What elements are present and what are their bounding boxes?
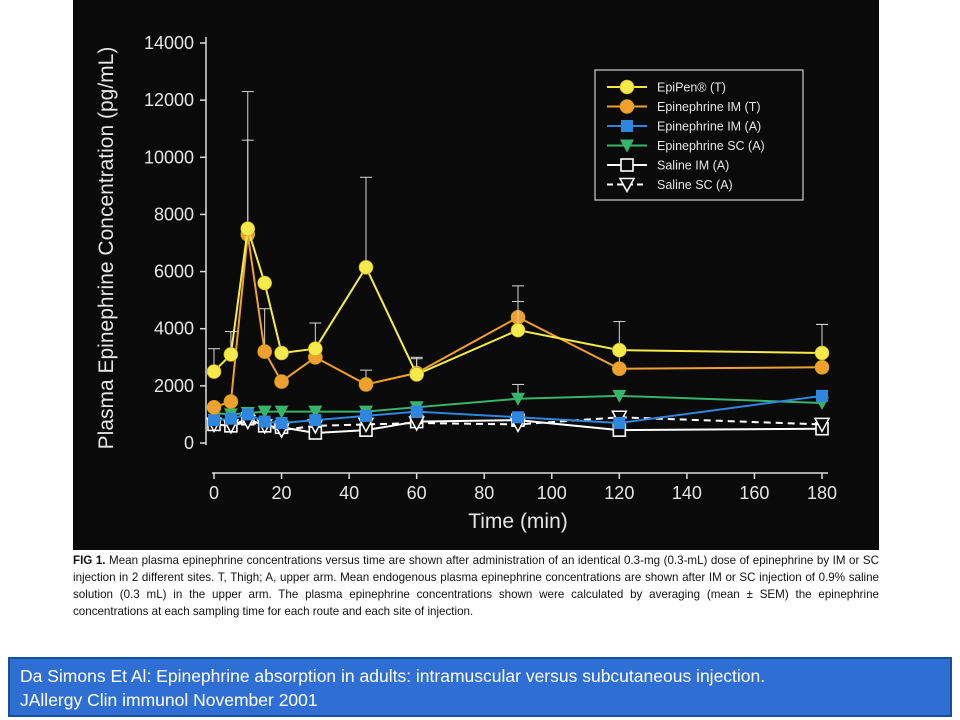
data-point-epinephrine-im-t bbox=[612, 361, 627, 377]
data-point-epinephrine-im-a bbox=[512, 411, 524, 424]
legend-label-epinephrine-sc-a: Epinephrine SC (A) bbox=[657, 139, 765, 153]
data-point-epinephrine-im-t bbox=[814, 359, 830, 375]
data-point-epinephrine-im-a bbox=[275, 417, 288, 429]
data-point-epipen-t bbox=[814, 345, 830, 361]
data-point-epinephrine-im-a bbox=[241, 408, 254, 421]
x-tick-label: 140 bbox=[672, 483, 702, 503]
data-point-epinephrine-im-a bbox=[208, 414, 220, 427]
y-tick-label: 14000 bbox=[144, 33, 194, 53]
data-point-epinephrine-im-a bbox=[816, 389, 828, 402]
data-point-epinephrine-im-t bbox=[274, 374, 289, 389]
data-point-epipen-t bbox=[510, 322, 526, 338]
y-tick-label: 10000 bbox=[144, 147, 194, 167]
legend-label-epinephrine-im-a: Epinephrine IM (A) bbox=[657, 120, 761, 134]
data-point-epinephrine-im-t bbox=[257, 344, 272, 359]
x-tick-label: 40 bbox=[339, 483, 359, 503]
data-point-epinephrine-sc-a bbox=[308, 405, 323, 419]
data-point-epinephrine-sc-a bbox=[257, 405, 272, 419]
figure-caption-text: Mean plasma epinephrine concentrations v… bbox=[73, 554, 879, 618]
data-point-epipen-t bbox=[612, 342, 627, 358]
data-point-epipen-t bbox=[223, 347, 239, 362]
y-axis-label: Plasma Epinephrine Concentration (pg/mL) bbox=[95, 47, 118, 450]
data-point-epinephrine-sc-a bbox=[511, 392, 525, 406]
legend-marker-saline-im-a bbox=[620, 158, 634, 172]
epinephrine-chart: 0 2000 4000 6000 8000 10000 12000 14000 0 20 40 60 8… bbox=[95, 33, 837, 533]
data-point-epinephrine-im-a bbox=[258, 415, 271, 428]
legend-label-saline-sc-a: Saline SC (A) bbox=[657, 178, 733, 192]
series-line-saline-sc-a bbox=[213, 416, 823, 432]
data-point-epipen-t bbox=[308, 341, 323, 357]
data-point-epinephrine-im-a bbox=[309, 414, 322, 427]
x-tick-label: 20 bbox=[272, 483, 292, 503]
y-tick-label: 4000 bbox=[154, 319, 194, 339]
legend-label-saline-im-a: Saline IM (A) bbox=[657, 159, 729, 173]
data-point-epinephrine-im-a bbox=[613, 417, 626, 429]
legend-marker-epinephrine-sc-a bbox=[620, 139, 634, 153]
data-point-epipen-t bbox=[274, 345, 289, 361]
x-tick-label: 100 bbox=[537, 483, 567, 503]
data-point-epinephrine-im-a bbox=[224, 412, 237, 425]
data-point-epipen-t bbox=[257, 275, 272, 291]
data-point-epinephrine-im-t bbox=[206, 399, 222, 415]
x-tick-label: 180 bbox=[807, 483, 837, 503]
figure-label: FIG 1. bbox=[73, 554, 106, 567]
legend-marker-epinephrine-im-a bbox=[621, 120, 633, 132]
chart-panel: 0 2000 4000 6000 8000 10000 12000 14000 0 20 40 60 8… bbox=[73, 0, 879, 550]
citation-banner: Da Simons Et Al: Epinephrine absorption … bbox=[8, 657, 952, 717]
citation-line-2: JAllergy Clin immunol November 2001 bbox=[20, 690, 318, 710]
legend-marker-epinephrine-im-t bbox=[619, 99, 635, 114]
figure-caption: FIG 1. Mean plasma epinephrine concentra… bbox=[73, 552, 879, 656]
legend-marker-epipen-t bbox=[619, 79, 635, 95]
data-point-epipen-t bbox=[206, 364, 222, 379]
data-point-epipen-t bbox=[358, 259, 374, 275]
legend-label-epipen-t: EpiPen® (T) bbox=[657, 81, 726, 95]
data-point-epinephrine-im-a bbox=[410, 405, 423, 418]
x-axis-label: Time (min) bbox=[468, 510, 568, 533]
x-tick-label: 60 bbox=[407, 483, 427, 503]
data-point-epinephrine-sc-a bbox=[612, 389, 627, 403]
citation-line-1: Da Simons Et Al: Epinephrine absorption … bbox=[20, 666, 766, 686]
data-point-epipen-t bbox=[240, 221, 256, 237]
x-tick-label: 80 bbox=[474, 483, 494, 503]
data-point-epinephrine-im-a bbox=[360, 409, 372, 422]
data-point-epinephrine-sc-a bbox=[274, 405, 289, 419]
x-tick-label: 0 bbox=[209, 483, 219, 503]
y-tick-label: 12000 bbox=[144, 90, 194, 110]
y-tick-label: 6000 bbox=[154, 262, 194, 282]
data-point-epipen-t bbox=[409, 367, 424, 382]
y-tick-label: 2000 bbox=[154, 376, 194, 396]
y-tick-label: 0 bbox=[184, 433, 194, 453]
x-tick-label: 160 bbox=[739, 483, 769, 503]
legend-label-epinephrine-im-t: Epinephrine IM (T) bbox=[657, 100, 761, 114]
data-point-epinephrine-im-t bbox=[223, 394, 239, 409]
data-point-saline-sc-a bbox=[813, 417, 831, 434]
legend-marker-saline-sc-a bbox=[618, 177, 636, 194]
y-tick-label: 8000 bbox=[154, 204, 194, 224]
data-point-epinephrine-im-t bbox=[358, 377, 374, 392]
x-tick-label: 120 bbox=[604, 483, 634, 503]
